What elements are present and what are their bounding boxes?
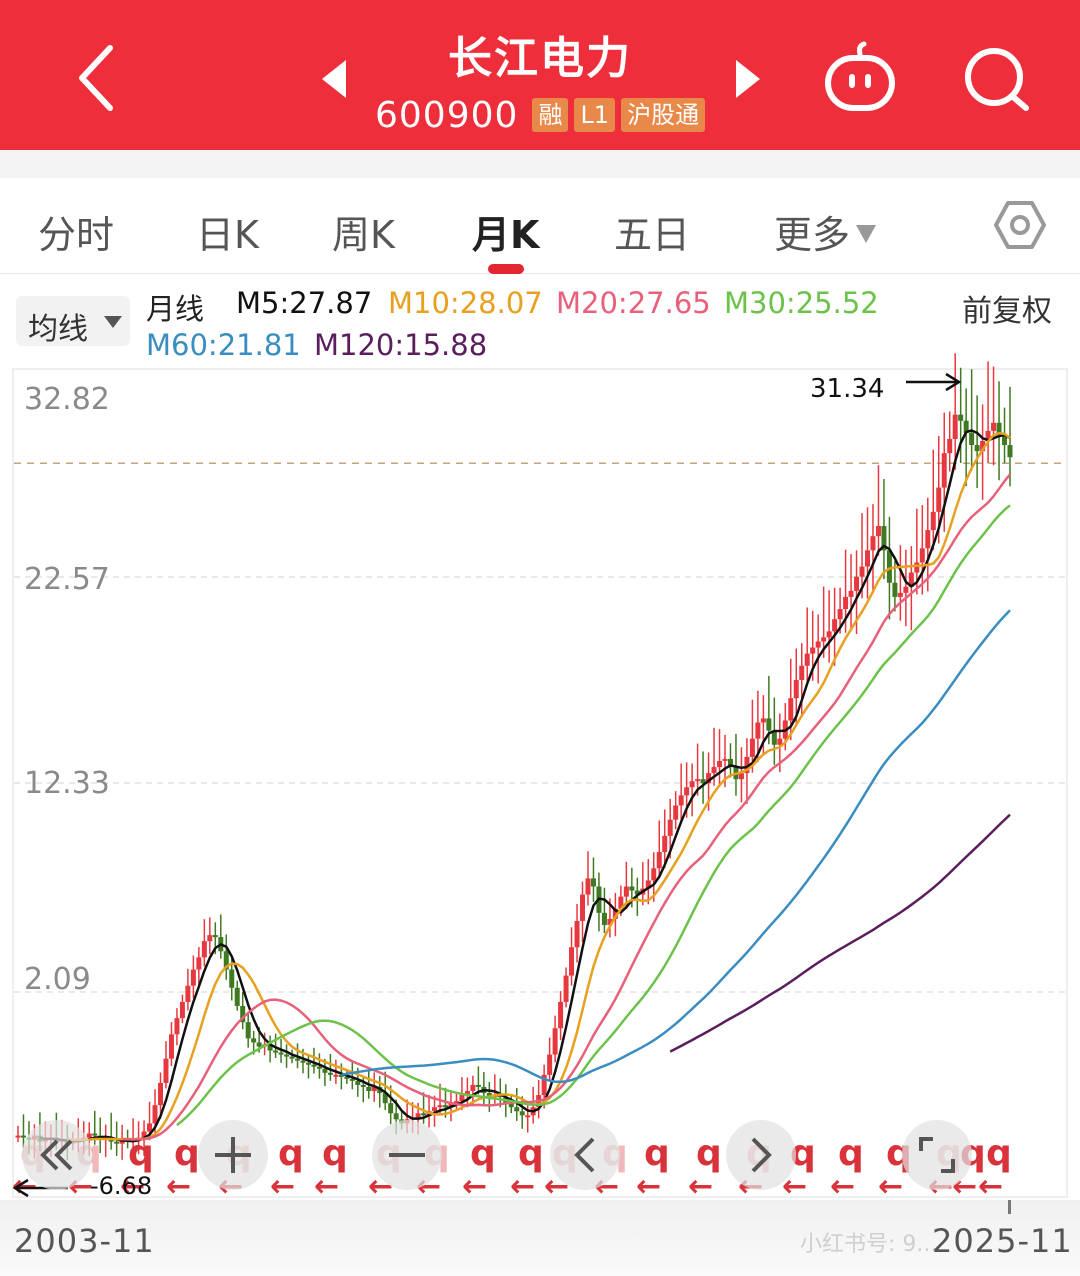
overlay-arrow-icon: ← xyxy=(878,1169,904,1204)
overlay-arrow-icon: ← xyxy=(166,1169,192,1204)
y-tick-label: 22.57 xyxy=(24,562,110,597)
connect-badge: 沪股通 xyxy=(621,98,706,132)
overlay-glyph: q xyxy=(696,1133,722,1174)
caret-down-icon xyxy=(104,316,122,328)
overlay-glyph: q xyxy=(128,1133,154,1174)
max-arrow-icon xyxy=(906,372,962,392)
ma-value-label: M60:21.81 xyxy=(146,328,301,362)
next-stock-icon[interactable] xyxy=(732,58,764,100)
overlay-arrow-icon: ← xyxy=(978,1169,1004,1204)
tab-daily-k[interactable]: 日K xyxy=(196,213,259,257)
indicator-selector-label: 均线 xyxy=(28,312,88,347)
caret-down-icon xyxy=(856,224,877,243)
overlay-arrow-icon: ← xyxy=(636,1169,662,1204)
plus-icon xyxy=(215,1137,251,1173)
settings-icon[interactable] xyxy=(994,200,1046,250)
period-tabs: 分时 日K 周K 月K 五日 更多 xyxy=(0,178,1080,274)
overlay-glyph: q xyxy=(470,1133,496,1174)
fullscreen-button[interactable] xyxy=(902,1120,972,1190)
tab-monthly-k[interactable]: 月K xyxy=(472,213,540,257)
overlay-arrow-icon: ← xyxy=(462,1169,488,1204)
x-tick-mark xyxy=(1008,1200,1011,1214)
ma-value-label: M10:28.07 xyxy=(388,286,543,320)
tab-more-label: 更多 xyxy=(774,213,851,257)
previous-stock-icon[interactable] xyxy=(318,58,350,100)
overlay-glyph: q xyxy=(174,1133,200,1174)
overlay-arrow-icon: ← xyxy=(270,1169,296,1204)
overlay-glyph: q xyxy=(518,1133,544,1174)
pan-left-button[interactable] xyxy=(550,1120,620,1190)
ma-value-label: M5:27.87 xyxy=(236,286,373,320)
overlay-glyph: q xyxy=(644,1133,670,1174)
app-header: 长江电力 600900 融 L1 沪股通 xyxy=(0,0,1080,150)
back-icon[interactable] xyxy=(70,42,130,112)
overlay-glyph: q xyxy=(986,1133,1012,1174)
ma-value-label: M30:25.52 xyxy=(724,286,879,320)
tab-intraday[interactable]: 分时 xyxy=(38,213,115,257)
zoom-in-button[interactable] xyxy=(198,1120,268,1190)
indicator-selector[interactable]: 均线 xyxy=(16,296,130,347)
tab-five-day[interactable]: 五日 xyxy=(614,213,691,257)
y-tick-label: 2.09 xyxy=(24,962,91,997)
x-start-label: 2003-11 xyxy=(14,1222,155,1260)
y-tick-label: 12.33 xyxy=(24,766,110,801)
double-chevron-left-icon xyxy=(40,1139,73,1171)
overlay-arrow-icon: ← xyxy=(510,1169,536,1204)
overlay-arrow-icon: ← xyxy=(314,1169,340,1204)
margin-badge: 融 xyxy=(532,98,569,132)
y-tick-label: 32.82 xyxy=(24,382,110,417)
overlay-arrow-icon: ← xyxy=(830,1169,856,1204)
chevron-right-icon xyxy=(751,1137,772,1173)
active-tab-indicator xyxy=(488,264,524,274)
ma-value-label: M20:27.65 xyxy=(556,286,711,320)
pan-right-button[interactable] xyxy=(726,1120,796,1190)
separator-band xyxy=(0,150,1080,178)
adjustment-toggle[interactable]: 前复权 xyxy=(962,294,1052,329)
tab-more[interactable]: 更多 xyxy=(774,204,877,259)
min-price-label: -6.68 xyxy=(90,1172,153,1200)
minus-icon xyxy=(389,1153,425,1157)
fullscreen-icon xyxy=(919,1137,955,1173)
level1-badge: L1 xyxy=(574,98,616,132)
max-price-label: 31.34 xyxy=(810,374,885,404)
watermark: 小红书号: 9... xyxy=(800,1232,938,1257)
overlay-glyph: q xyxy=(278,1133,304,1174)
overlay-arrow-icon: ← xyxy=(688,1169,714,1204)
zoom-out-button[interactable] xyxy=(372,1120,442,1190)
stock-name: 长江电力 xyxy=(448,33,632,84)
overlay-arrow-icon: ← xyxy=(120,1169,146,1204)
chevron-left-icon xyxy=(574,1137,595,1173)
overlay-glyph: q xyxy=(838,1133,864,1174)
ma-value-label: M120:15.88 xyxy=(314,328,488,362)
overlay-glyph: q xyxy=(322,1133,348,1174)
x-axis-footer xyxy=(0,1200,1080,1276)
search-icon[interactable] xyxy=(962,46,1030,112)
x-end-label: 2025-11 xyxy=(932,1222,1073,1260)
scroll-start-button[interactable] xyxy=(22,1120,92,1190)
period-label: 月线 xyxy=(146,292,205,326)
stock-code: 600900 xyxy=(375,94,519,136)
stock-code-row: 600900 融 L1 沪股通 xyxy=(375,94,706,136)
ai-assistant-icon[interactable] xyxy=(822,40,898,112)
tab-weekly-k[interactable]: 周K xyxy=(332,213,395,257)
kline-chart[interactable] xyxy=(12,368,1068,1198)
